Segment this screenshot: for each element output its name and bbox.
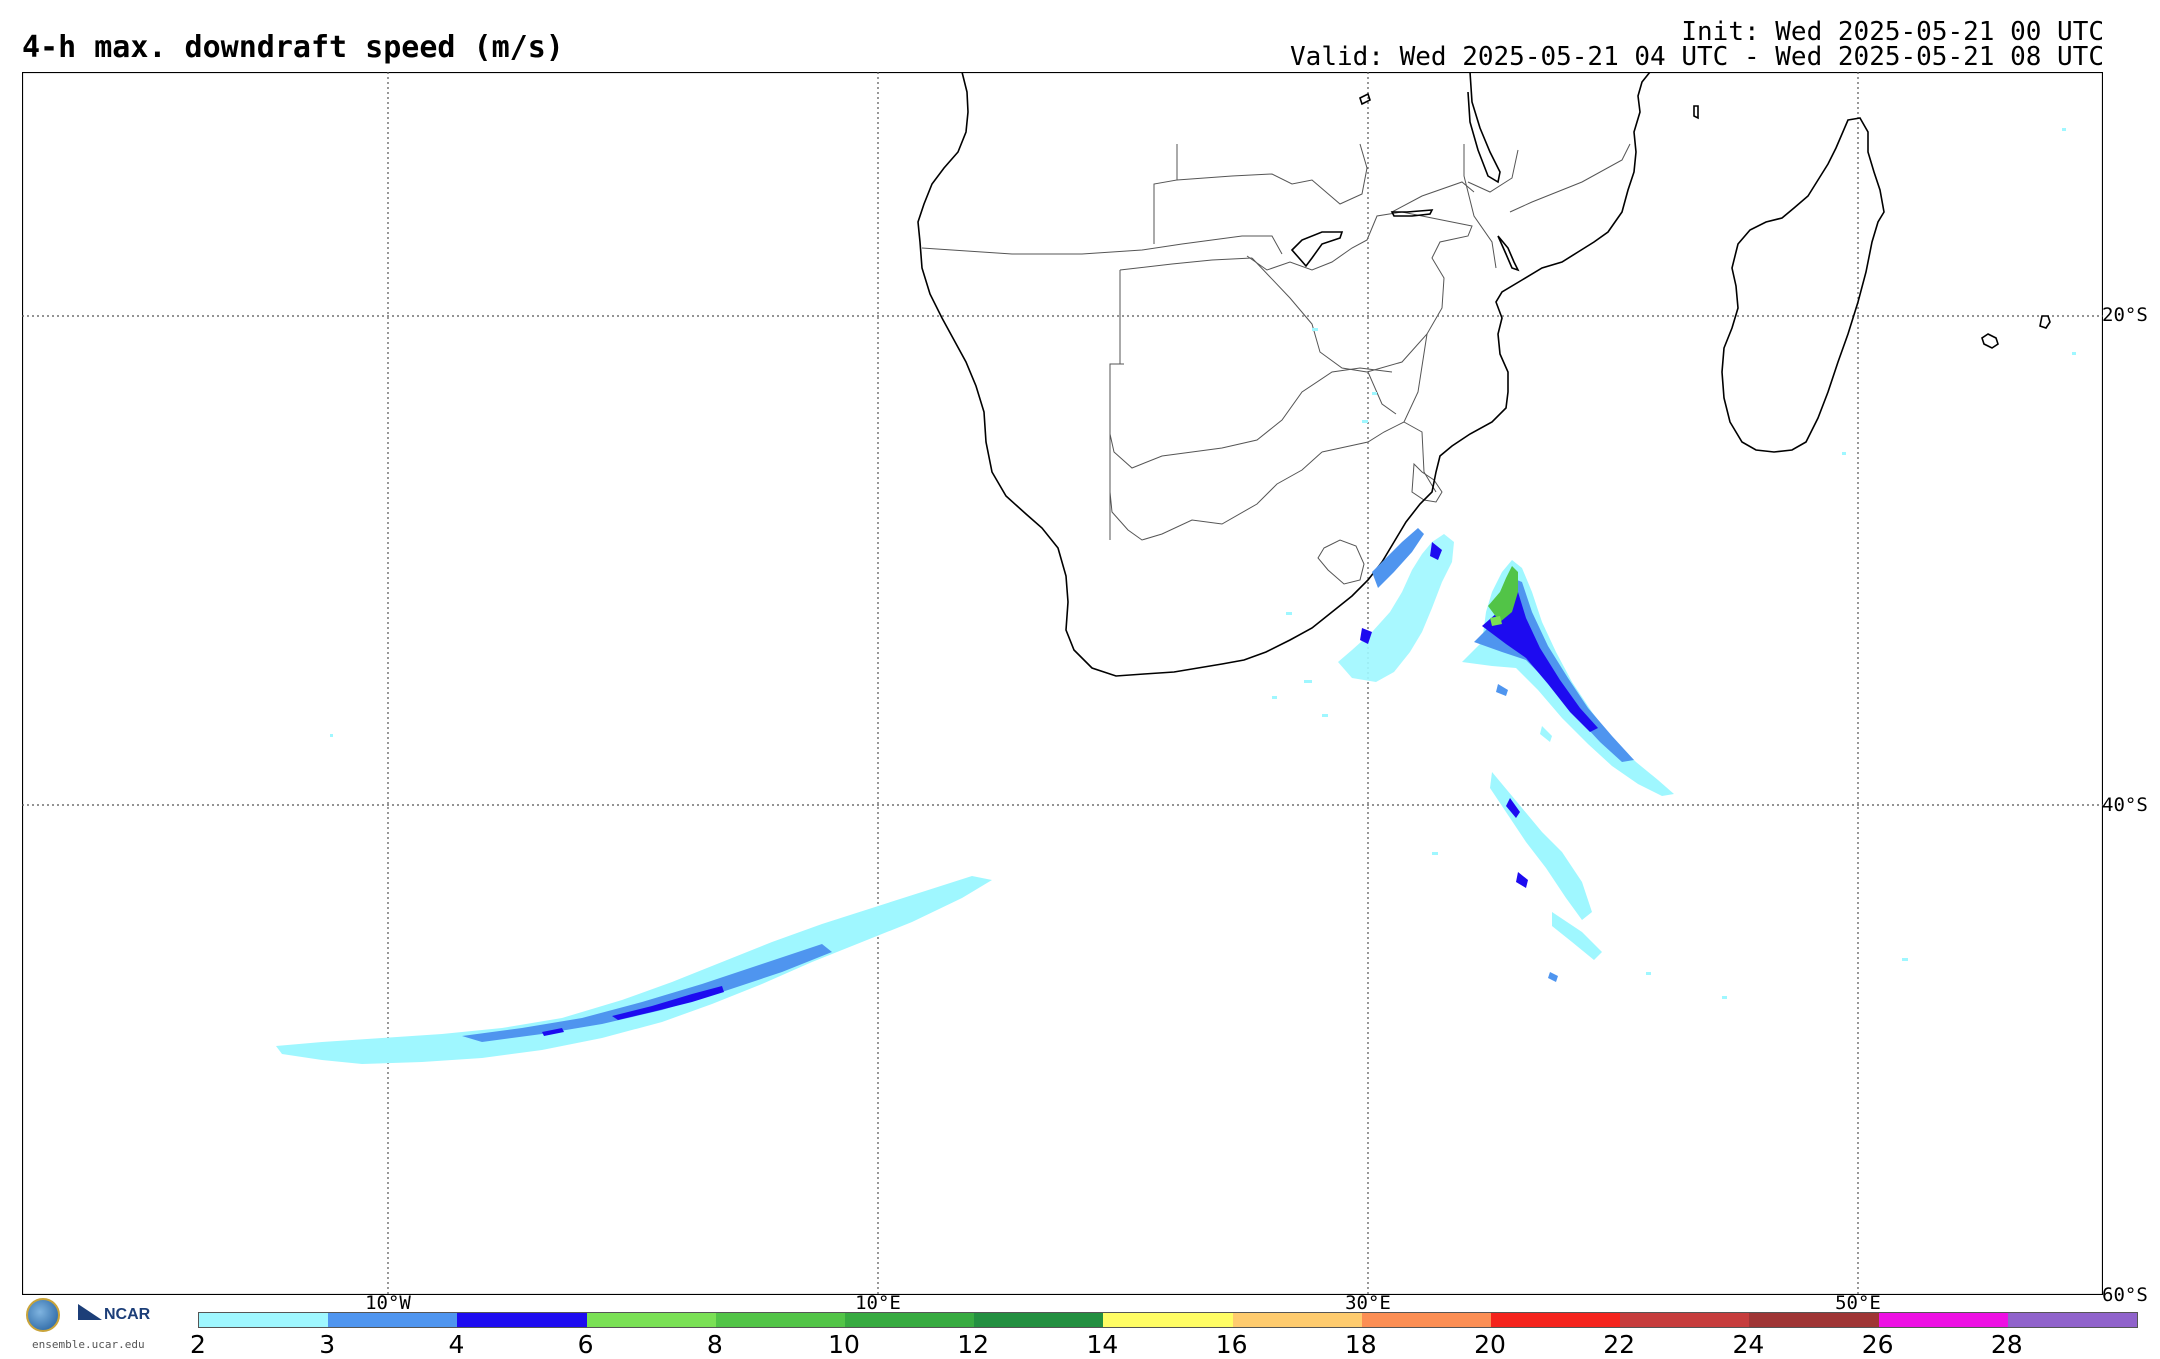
colorbar-tick-label: 24 (1732, 1330, 1765, 1359)
ncar-logo-icon (78, 1304, 102, 1320)
colorbar-segment (586, 1313, 716, 1327)
map-title: 4-h max. downdraft speed (m/s) (22, 30, 564, 65)
colorbar-tick-label: 14 (1086, 1330, 1119, 1359)
colorbar-segment (974, 1313, 1104, 1327)
colorbar-segment (328, 1313, 458, 1327)
colorbar-tick-label: 16 (1215, 1330, 1248, 1359)
lon-label-50e: 50°E (1835, 1292, 1881, 1314)
colorbar-tick-label: 6 (577, 1330, 594, 1359)
colorbar-tick-label: 2 (190, 1330, 206, 1359)
colorbar-tick-label: 28 (1990, 1330, 2023, 1359)
colorbar-segment (1491, 1313, 1621, 1327)
lat-label-60s: 60°S (2102, 1284, 2148, 1306)
logo-block: NCAR ensemble.ucar.edu (22, 1296, 172, 1354)
lon-label-10e: 10°E (855, 1292, 901, 1314)
downdraft-swath-atlantic (276, 876, 992, 1064)
colorbar-segment (845, 1313, 975, 1327)
logo-url: ensemble.ucar.edu (32, 1338, 145, 1351)
downdraft-swath-agulhas (1338, 528, 1674, 982)
lon-label-10w: 10°W (365, 1292, 411, 1314)
colorbar-segment (1232, 1313, 1362, 1327)
nsf-logo-icon (26, 1298, 60, 1332)
colorbar-tick-label: 22 (1603, 1330, 1636, 1359)
colorbar-tick-label: 12 (957, 1330, 990, 1359)
colorbar-segment (457, 1313, 587, 1327)
lon-label-30e: 30°E (1345, 1292, 1391, 1314)
graticule (22, 72, 2103, 1295)
colorbar-segment (199, 1313, 329, 1327)
colorbar-segment (1361, 1313, 1492, 1327)
colorbar-tick-label: 3 (319, 1330, 336, 1359)
colorbar-segment (2007, 1313, 2138, 1327)
colorbar-segment (1878, 1313, 2008, 1327)
colorbar-tick-label: 10 (828, 1330, 860, 1359)
colorbar-segment (715, 1313, 846, 1327)
colorbar-tick-label: 4 (448, 1330, 465, 1359)
coastlines (917, 72, 2051, 677)
valid-time: Valid: Wed 2025-05-21 04 UTC - Wed 2025-… (1290, 42, 2104, 72)
colorbar-segment (1749, 1313, 1879, 1327)
downdraft-speckles (330, 128, 2076, 999)
colorbar-tick-label: 20 (1474, 1330, 1506, 1359)
colorbar-tick-label: 26 (1861, 1330, 1894, 1359)
lat-label-20s: 20°S (2102, 304, 2148, 326)
country-borders (921, 143, 1631, 585)
init-time: Init: Wed 2025-05-21 00 UTC (1681, 17, 2104, 47)
time-info: Init: Wed 2025-05-21 00 UTC Valid: Wed 2… (1290, 17, 2104, 72)
colorbar-segment (1103, 1313, 1233, 1327)
colorbar-segment (1620, 1313, 1750, 1327)
ncar-logo-text: NCAR (104, 1306, 151, 1323)
map-frame (22, 72, 2103, 1295)
map-panel (22, 72, 2103, 1295)
lat-label-40s: 40°S (2102, 794, 2148, 816)
colorbar-tick-label: 18 (1344, 1330, 1377, 1359)
colorbar-tick-label: 8 (706, 1330, 723, 1359)
colorbar (198, 1312, 2138, 1328)
